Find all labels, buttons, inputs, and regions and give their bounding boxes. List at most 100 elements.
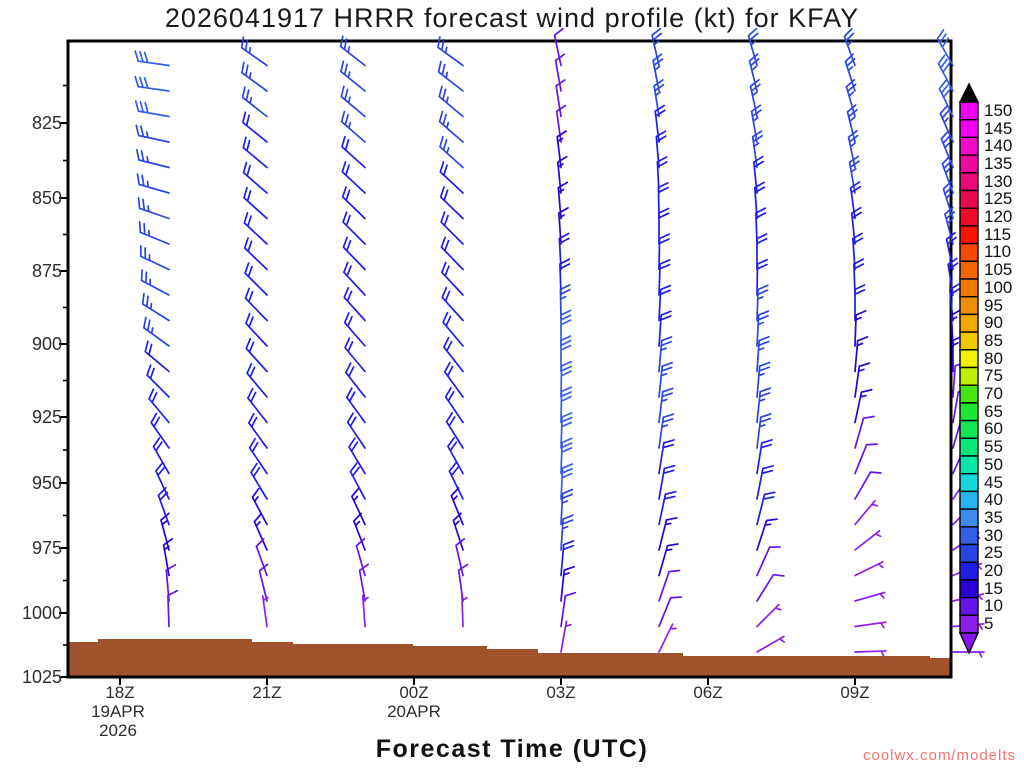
wind-barb [445, 412, 464, 449]
wind-barb [557, 207, 569, 245]
x-tick-label: 06Z [693, 683, 723, 702]
wind-barb [157, 487, 170, 526]
colorbar-label: 70 [984, 384, 1003, 404]
wind-barb [658, 259, 671, 296]
wind-barb [340, 60, 366, 92]
wind-barb [945, 231, 957, 271]
wind-barb [854, 591, 886, 602]
wind-barb [457, 563, 469, 602]
x-tick-label: 09Z [840, 683, 870, 702]
colorbar-label: 120 [984, 207, 1013, 227]
wind-barb [658, 284, 672, 322]
colorbar-label: 125 [984, 189, 1013, 209]
colorbar-label: 10 [984, 596, 1003, 616]
wind-barb [155, 461, 170, 500]
wind-barb [341, 186, 366, 220]
colorbar-cell [959, 242, 979, 263]
wind-barb [344, 337, 366, 373]
wind-barb [756, 518, 778, 551]
wind-barb [440, 211, 464, 245]
wind-barb [560, 412, 573, 449]
x-date-label: 19APR [91, 702, 145, 721]
wind-barb [854, 310, 867, 347]
wind-barb [658, 543, 679, 577]
wind-barb [560, 620, 572, 653]
wind-barb [854, 388, 873, 424]
colorbar-cell [959, 278, 979, 298]
wind-barb [148, 388, 170, 424]
colorbar-label: 20 [984, 561, 1003, 581]
colorbar-cell [959, 225, 979, 245]
wind-barb [658, 439, 675, 475]
wind-barb [843, 28, 856, 67]
wind-barb [443, 361, 464, 398]
wind-barb [441, 286, 464, 322]
wind-barb [560, 488, 574, 526]
y-tick-label: 1025 [21, 667, 62, 687]
wind-barb [560, 386, 572, 424]
wind-barb [448, 462, 464, 500]
wind-barb [244, 262, 268, 296]
colorbar-label: 140 [984, 136, 1013, 156]
wind-barb [560, 514, 574, 551]
wind-barb [553, 27, 564, 67]
wind-barb [748, 53, 760, 92]
colorbar-label: 65 [984, 401, 1003, 421]
wind-barb [752, 155, 765, 194]
wind-barb [854, 561, 884, 577]
wind-barb [756, 635, 786, 653]
colorbar-label: 80 [984, 348, 1003, 368]
colorbar-label: 35 [984, 507, 1003, 527]
wind-barb [750, 104, 762, 143]
wind-barb [439, 160, 464, 194]
wind-barb [559, 283, 571, 322]
wind-barb [437, 36, 464, 67]
wind-barb [253, 512, 268, 551]
x-tick-label: 18Z [105, 683, 135, 702]
y-tick-label: 825 [31, 113, 62, 133]
wind-barb [440, 236, 464, 271]
wind-barb [846, 104, 858, 143]
wind-barb [756, 573, 785, 602]
wind-barb [240, 36, 268, 67]
colorbar-cell [959, 260, 979, 280]
colorbar-cell [959, 207, 979, 227]
wind-barb [854, 336, 869, 373]
colorbar-cell [959, 101, 979, 121]
wind-barb [854, 530, 882, 551]
wind-barb [854, 362, 871, 398]
wind-barb [134, 75, 170, 92]
colorbar-label: 95 [984, 295, 1003, 315]
wind-barb [343, 312, 366, 347]
colorbar-cell [959, 136, 979, 156]
wind-barb [947, 257, 959, 296]
wind-barb [143, 316, 170, 347]
wind-barb [944, 206, 956, 245]
wind-barb [243, 186, 268, 220]
wind-barb [652, 53, 664, 92]
wind-barb [358, 563, 370, 602]
wind-barb [441, 261, 464, 296]
wind-barb [341, 160, 366, 194]
wind-barb [138, 221, 170, 245]
wind-barb [560, 309, 572, 347]
wind-barb [756, 284, 769, 322]
colorbar-cell [959, 189, 979, 209]
wind-barb [937, 54, 954, 92]
wind-barb [141, 292, 170, 322]
wind-barb [150, 412, 170, 449]
wind-barb [152, 437, 170, 475]
colorbar-label: 25 [984, 543, 1003, 563]
plot-border [66, 39, 953, 679]
wind-barb [854, 471, 882, 500]
colorbar-arrow-top [958, 82, 980, 103]
wind-barb [455, 537, 466, 577]
wind-barb [243, 237, 268, 271]
wind-barb [343, 286, 366, 322]
colorbar-cell [959, 526, 979, 546]
colorbar-cell [959, 473, 979, 493]
colorbar-cell [959, 614, 979, 634]
wind-barb [146, 364, 170, 398]
colorbar-cell [959, 419, 979, 440]
wind-barb [144, 340, 170, 373]
